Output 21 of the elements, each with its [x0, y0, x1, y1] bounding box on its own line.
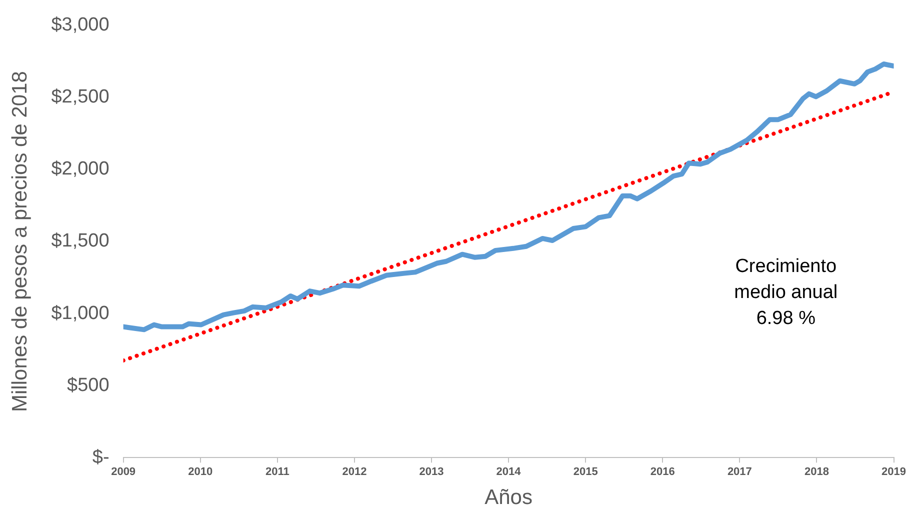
x-tick-label: 2010	[188, 466, 213, 478]
y-tick-label: $1,000	[51, 302, 110, 324]
x-tick-label: 2011	[265, 466, 290, 478]
y-tick-label: $500	[67, 374, 110, 396]
y-tick-label: $2,500	[51, 86, 110, 108]
x-tick-label: 2017	[727, 466, 752, 478]
x-tick-label: 2018	[804, 466, 829, 478]
x-tick-label: 2014	[496, 466, 522, 478]
x-tick-label: 2012	[342, 466, 367, 478]
y-tick-label: $2,000	[51, 158, 110, 180]
x-tick-label: 2015	[573, 466, 598, 478]
x-tick-label: 2009	[111, 466, 136, 478]
x-axis-title: Años	[484, 486, 532, 510]
x-tick-label: 2019	[882, 466, 906, 478]
y-tick-label: $3,000	[51, 14, 110, 36]
x-tick-label: 2016	[650, 466, 675, 478]
annotation: Crecimiento medio anual 6.98 %	[734, 256, 838, 329]
y-axis-title: Millones de pesos a precios de 2018	[8, 71, 32, 412]
x-tick-label: 2013	[419, 466, 444, 478]
y-tick-label: $1,500	[51, 230, 110, 252]
y-tick-label: $-	[92, 446, 110, 468]
